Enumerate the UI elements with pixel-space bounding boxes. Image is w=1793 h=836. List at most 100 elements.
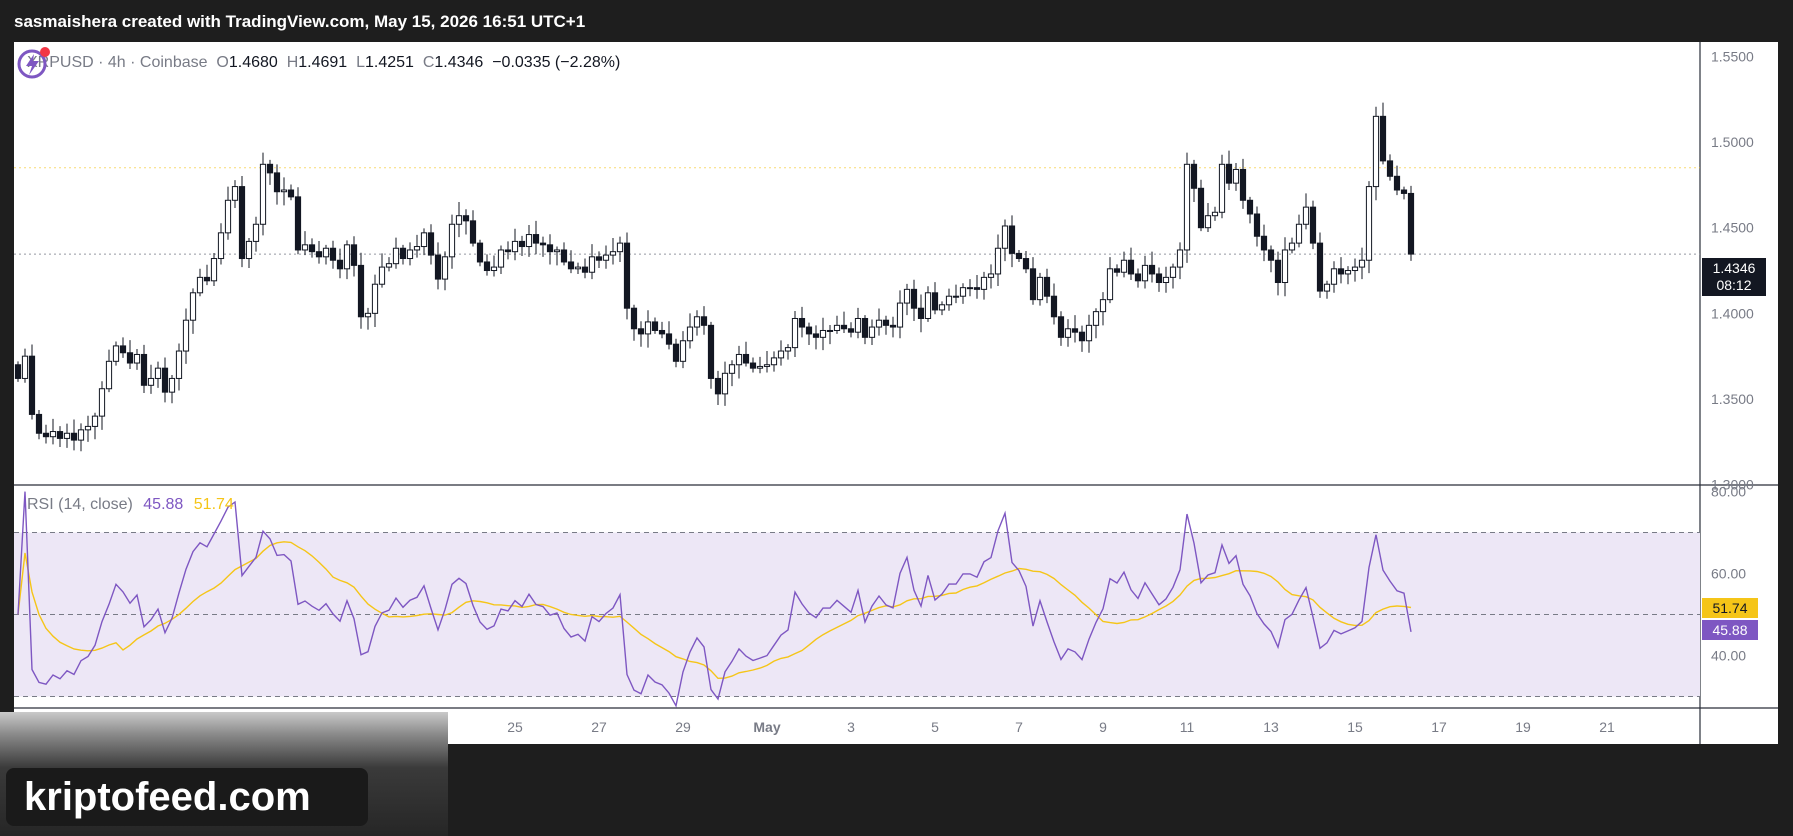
candle-body <box>42 432 50 438</box>
candle-body <box>665 333 673 345</box>
candle-body <box>427 232 435 256</box>
candle-body <box>938 304 946 311</box>
candle-body <box>497 249 505 268</box>
rsi-ma-value: 51.74 <box>193 496 234 513</box>
close-label: C <box>422 54 435 71</box>
candle-body <box>217 232 225 260</box>
candle-body <box>924 292 932 319</box>
ai-assistant-icon[interactable] <box>14 42 54 82</box>
rsi-tick-label: 80.00 <box>1711 484 1746 500</box>
candle-body <box>63 432 71 439</box>
candle-body <box>917 307 925 319</box>
candle-body <box>1316 242 1324 292</box>
candle-body <box>441 256 449 280</box>
time-tick-label: 27 <box>591 719 607 735</box>
candle-body <box>1148 264 1156 275</box>
open-label: O <box>216 54 229 71</box>
candle-body <box>476 242 484 263</box>
candle-body <box>546 244 554 253</box>
candle-body <box>1295 223 1303 244</box>
candle-body <box>112 345 120 362</box>
candle-body <box>1050 295 1058 318</box>
candle-body <box>959 287 967 297</box>
candle-body <box>980 276 988 290</box>
candle-body <box>105 360 113 390</box>
candle-body <box>1330 268 1338 285</box>
candle-body <box>119 345 127 354</box>
price-tick-label: 1.5500 <box>1711 48 1754 64</box>
candle-body <box>574 266 582 270</box>
candle-body <box>1183 163 1191 251</box>
candle-body <box>1351 266 1359 272</box>
candle-body <box>56 431 64 439</box>
candle-body <box>70 432 78 441</box>
candle-body <box>945 295 953 306</box>
candle-body <box>308 244 316 253</box>
candle-body <box>28 355 36 415</box>
time-tick-label: 7 <box>1015 719 1023 735</box>
time-tick-label: 3 <box>847 719 855 735</box>
candle-body <box>133 353 141 364</box>
candle-body <box>21 355 29 379</box>
candle-body <box>1064 328 1072 338</box>
candle-body <box>539 242 547 246</box>
candle-body <box>168 377 176 393</box>
last-price: 1.4346 <box>1712 260 1756 276</box>
candle-body <box>1043 276 1051 297</box>
candle-body <box>1400 189 1408 194</box>
candle-body <box>1218 163 1226 213</box>
candle-body <box>931 292 939 311</box>
candle-body <box>679 340 687 362</box>
candle-body <box>301 244 309 251</box>
candle-body <box>1176 249 1184 268</box>
candle-body <box>322 247 330 258</box>
candle-body <box>1344 270 1352 275</box>
candle-body <box>742 353 750 364</box>
candle-body <box>1099 299 1107 313</box>
rsi-tick-label: 40.00 <box>1711 648 1746 664</box>
candle-body <box>14 364 22 379</box>
candle-body <box>315 251 323 258</box>
close-value: 1.4346 <box>434 54 484 71</box>
time-tick-label: 29 <box>675 719 691 735</box>
rsi-legend: RSI (14, close) 45.88 51.74 <box>27 496 234 514</box>
symbol-label[interactable]: XRPUSD · 4h · Coinbase <box>27 54 208 71</box>
candle-body <box>644 321 652 335</box>
time-tick-label: 19 <box>1515 719 1531 735</box>
candle-body <box>791 317 799 349</box>
candle-body <box>1211 211 1219 217</box>
candle-body <box>609 251 617 256</box>
candle-body <box>518 240 526 248</box>
price-tick-label: 1.3500 <box>1711 391 1754 407</box>
chart-svg[interactable]: 1.5500 1.5000 1.4500 1.4000 1.3500 1.300080.0… <box>14 42 1778 744</box>
candle-body <box>1302 206 1310 225</box>
last-price-tag: 1.4346 08:12 <box>1702 258 1766 296</box>
candle-body <box>875 319 883 328</box>
candle-body <box>364 312 372 318</box>
candle-body <box>1197 187 1205 229</box>
candle-body <box>196 276 204 294</box>
candle-body <box>812 333 820 338</box>
candle-body <box>189 292 197 321</box>
candle-body <box>1001 225 1009 249</box>
rsi-label[interactable]: RSI (14, close) <box>27 496 133 513</box>
candle-body <box>854 317 862 333</box>
candle-body <box>1386 160 1394 177</box>
time-tick-label: 15 <box>1347 719 1363 735</box>
candle-body <box>721 372 729 395</box>
candle-body <box>637 328 645 335</box>
candle-body <box>777 350 785 359</box>
candle-body <box>1358 259 1366 268</box>
candle-body <box>1204 215 1212 229</box>
candle-body <box>378 266 386 285</box>
candle-body <box>273 172 281 193</box>
candle-body <box>623 242 631 309</box>
chart-area[interactable]: 1.5500 1.5000 1.4500 1.4000 1.3500 1.3000 80.0… <box>14 42 1778 744</box>
candle-body <box>350 244 358 266</box>
low-value: 1.4251 <box>364 54 414 71</box>
header-title: sasmaishera created with TradingView.com… <box>14 12 586 31</box>
candle-body <box>259 163 267 225</box>
rsi-ma-line <box>17 541 1412 680</box>
candle-body <box>1281 249 1289 284</box>
time-tick-label: 5 <box>931 719 939 735</box>
